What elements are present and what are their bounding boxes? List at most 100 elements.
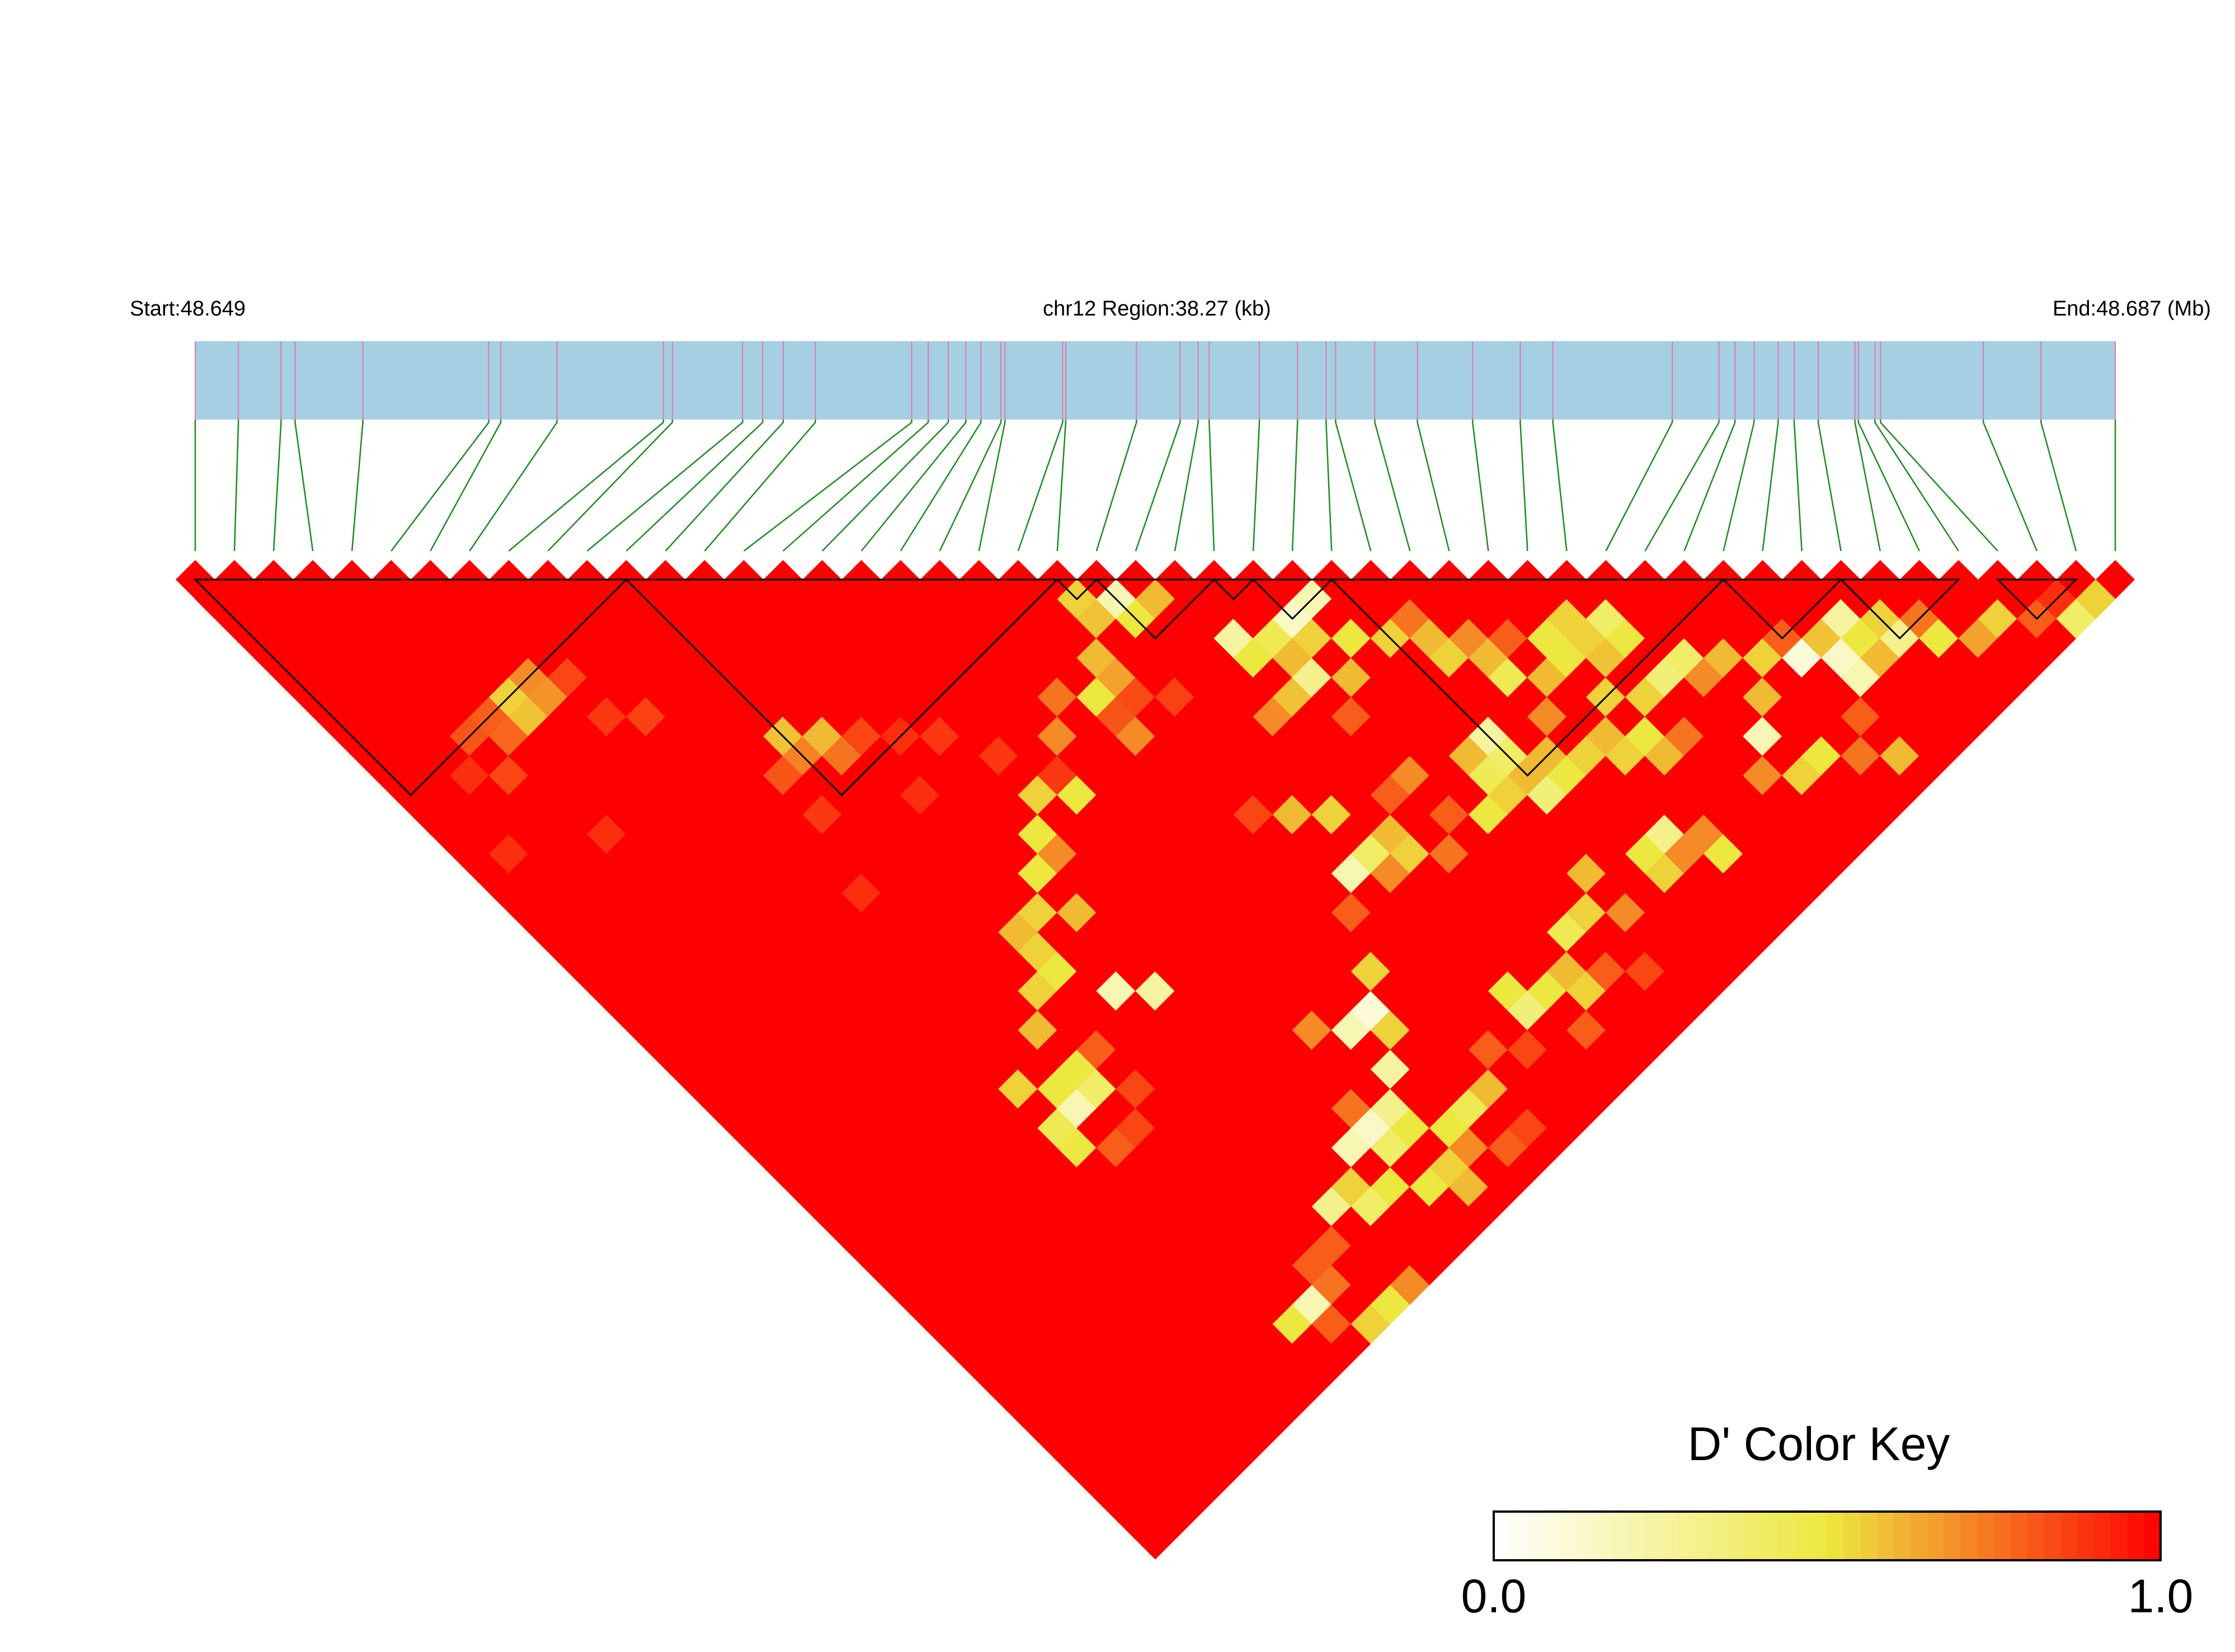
snp-connector (1723, 420, 1755, 552)
snp-connector (1056, 420, 1067, 552)
end-label: End:48.687 (Mb) (2053, 297, 2211, 321)
snp-connector (351, 420, 364, 552)
ld-cell-grid (175, 559, 2135, 1560)
snp-connector (390, 420, 490, 552)
snp-diamond (2095, 559, 2135, 600)
color-key-step (1644, 1512, 1661, 1560)
snp-connector (1552, 420, 1568, 552)
color-key-step (1577, 1512, 1594, 1560)
color-key-step (2144, 1512, 2161, 1560)
snp-connector (1519, 420, 1528, 552)
color-key-step (1827, 1512, 1845, 1560)
snp-connector (508, 420, 664, 552)
color-key-step (2077, 1512, 2095, 1560)
haplotype-block (1094, 578, 1216, 640)
snp-connector (1874, 420, 1959, 552)
color-key-step (2010, 1512, 2028, 1560)
color-key-step (1627, 1512, 1644, 1560)
color-key-step (2044, 1512, 2061, 1560)
snp-connector (1135, 420, 1181, 552)
ld-cell (2076, 579, 2116, 619)
snp-connector (625, 420, 764, 552)
legend-title: D' Color Key (1688, 1418, 1950, 1470)
legend-max-label: 1.0 (2128, 1570, 2194, 1622)
color-key-bar (1494, 1512, 2161, 1560)
region-label: chr12 Region:38.27 (kb) (1043, 297, 1271, 321)
snp-connector (430, 420, 502, 552)
haplotype-block (1839, 578, 1961, 640)
snp-connector (1854, 420, 1881, 552)
color-key-step (1760, 1512, 1778, 1560)
snp-tick-marks (195, 341, 2116, 420)
snp-connector (1252, 420, 1260, 552)
snp-connector (939, 420, 1002, 552)
color-key-step (1977, 1512, 1994, 1560)
haplotype-block-outlines (193, 578, 2078, 797)
color-key-step (2093, 1512, 2111, 1560)
snp-connector (1605, 420, 1673, 552)
snp-connector (272, 420, 282, 552)
snp-connector (1208, 420, 1215, 552)
haplotype-block (1329, 578, 1726, 777)
snp-connector (1644, 420, 1720, 552)
haplotype-block (1251, 578, 1334, 620)
haplotype-block (1721, 578, 1843, 640)
color-key-step (1944, 1512, 1961, 1560)
snp-connector (1817, 420, 1842, 552)
snp-connector (900, 420, 982, 552)
snp-connector (821, 420, 949, 552)
snp-connector (547, 420, 674, 552)
snp-connector (1335, 420, 1372, 552)
color-key-step (1894, 1512, 1911, 1560)
color-key-step (1810, 1512, 1828, 1560)
color-key-step (1911, 1512, 1928, 1560)
haplotype-block (624, 578, 1060, 797)
color-key-step (1877, 1512, 1894, 1560)
color-key-step (1994, 1512, 2011, 1560)
snp-connector (2040, 420, 2077, 552)
snp-connector (860, 420, 967, 552)
color-key-step (1527, 1512, 1544, 1560)
snp-connector (1374, 420, 1411, 552)
snp-connector (704, 420, 816, 552)
snp-connector (782, 420, 929, 552)
snp-connector (1793, 420, 1803, 552)
color-key-step (1544, 1512, 1561, 1560)
region-bar (195, 341, 2115, 420)
legend-min-label: 0.0 (1461, 1570, 1527, 1622)
snp-connector (1762, 420, 1779, 552)
color-key-step (1494, 1512, 1511, 1560)
haplotype-block (1996, 578, 2078, 620)
snp-connector (743, 420, 912, 552)
color-key-step (1560, 1512, 1578, 1560)
color-key-step (1693, 1512, 1711, 1560)
color-key-step (1960, 1512, 1978, 1560)
color-key-step (2027, 1512, 2044, 1560)
color-key-step (1677, 1512, 1695, 1560)
color-key-step (1593, 1512, 1611, 1560)
color-key-step (1777, 1512, 1794, 1560)
haplotype-block (1212, 578, 1255, 601)
color-key-border (1493, 1510, 2162, 1561)
color-key-step (1660, 1512, 1678, 1560)
snp-connector (1880, 420, 1998, 552)
snp-connector (1857, 420, 1920, 552)
color-key-step (1860, 1512, 1878, 1560)
color-key-step (2110, 1512, 2128, 1560)
snp-connector (586, 420, 744, 552)
snp-connector (294, 420, 314, 552)
start-label: Start:48.649 (130, 297, 246, 321)
haplotype-block (193, 578, 629, 797)
color-key-step (1727, 1512, 1744, 1560)
color-key-step (1744, 1512, 1761, 1560)
snp-connector (1325, 420, 1333, 552)
snp-connector (469, 420, 558, 552)
snp-connector (1017, 420, 1064, 552)
snp-connector (978, 420, 1006, 552)
snp-connector (1417, 420, 1450, 552)
color-key-step (1610, 1512, 1627, 1560)
color-key-step (2060, 1512, 2078, 1560)
snp-connector (665, 420, 784, 552)
snp-connector (233, 420, 239, 552)
